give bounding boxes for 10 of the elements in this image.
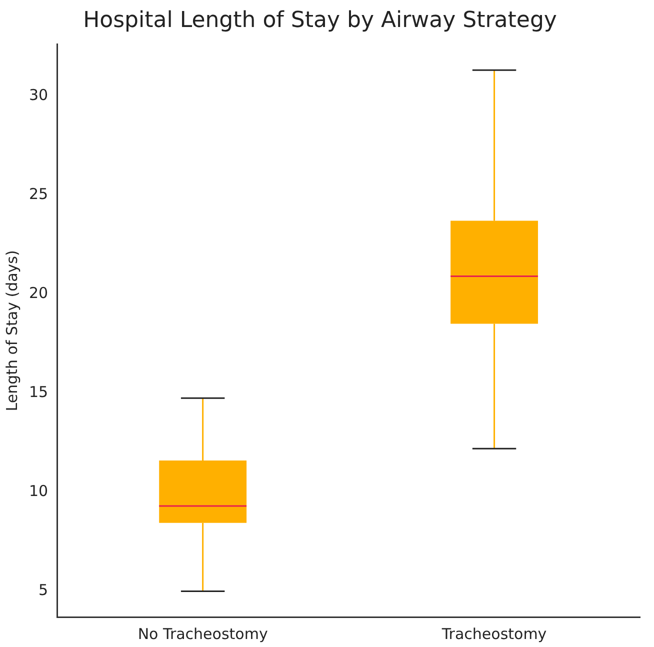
y-tick-label: 25 xyxy=(28,184,48,203)
y-tick-label: 30 xyxy=(28,86,48,104)
y-tick-label: 20 xyxy=(28,284,48,302)
y-tick-label: 10 xyxy=(28,482,48,500)
x-tick-label: No Tracheostomy xyxy=(138,624,268,643)
y-tick-label: 5 xyxy=(38,581,48,600)
chart-title: Hospital Length of Stay by Airway Strategy xyxy=(83,8,557,33)
y-axis-title: Length of Stay (days) xyxy=(2,250,21,412)
y-tick-label: 15 xyxy=(28,383,48,401)
x-tick-label: Tracheostomy xyxy=(440,624,547,643)
